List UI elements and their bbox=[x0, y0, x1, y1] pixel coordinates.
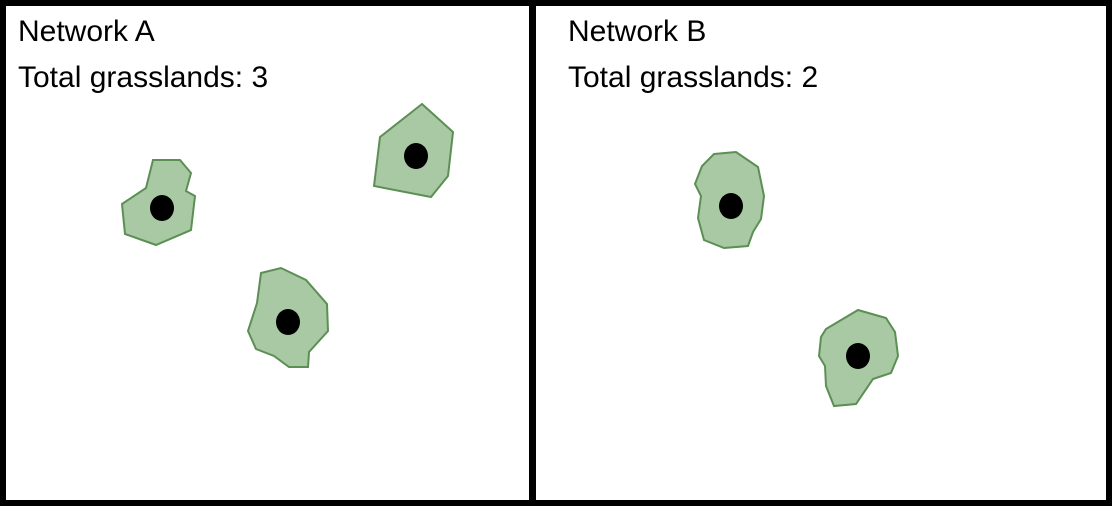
grassland-patch bbox=[120, 159, 197, 247]
network-b-title: Network B bbox=[568, 15, 707, 48]
network-b-map bbox=[693, 150, 900, 408]
network-a-panel: Network A Total grasslands: 3 bbox=[6, 6, 529, 500]
network-b-panel: Network B Total grasslands: 2 bbox=[536, 6, 1106, 500]
grassland-node bbox=[150, 195, 174, 221]
network-a-title: Network A bbox=[18, 15, 155, 48]
grassland-patch bbox=[693, 150, 766, 250]
network-b-header: Network B Total grasslands: 2 bbox=[568, 14, 818, 106]
grassland-patch bbox=[372, 102, 455, 199]
grassland-node bbox=[276, 309, 300, 335]
grassland-node bbox=[404, 143, 428, 169]
grassland-patch bbox=[817, 308, 900, 408]
grassland-node bbox=[846, 343, 870, 369]
grassland-patch bbox=[246, 266, 330, 368]
network-a-header: Network A Total grasslands: 3 bbox=[18, 14, 268, 106]
grassland-node bbox=[719, 193, 743, 219]
network-a-map bbox=[120, 102, 455, 368]
network-a-total: Total grasslands: 3 bbox=[18, 61, 269, 94]
network-b-total: Total grasslands: 2 bbox=[568, 61, 819, 94]
